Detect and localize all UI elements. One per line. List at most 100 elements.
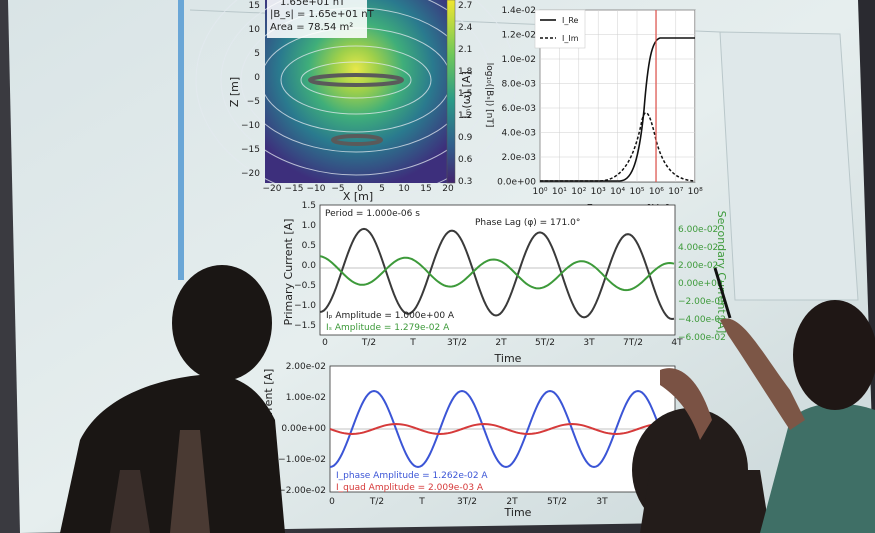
freq-ytick: 8.0e-03 xyxy=(501,80,536,90)
person-left-silhouette xyxy=(60,265,285,533)
freq-xtick: 10³ xyxy=(591,187,606,197)
field-ytick: −5 xyxy=(247,97,260,107)
primary-ytick-right: 6.00e-02 xyxy=(678,225,718,235)
primary-xtick: 2T xyxy=(495,338,507,348)
primary-wave xyxy=(319,227,675,321)
secondary-y-ticks: 2.00e-02 1.00e-02 0.00e+00 −1.00e-02 −2.00e-… xyxy=(278,362,326,496)
field-xtick: 15 xyxy=(420,184,431,194)
secondary-xtick: T/2 xyxy=(369,497,384,507)
primary-ytick: 1.0 xyxy=(302,221,317,231)
freq-xtick: 10⁸ xyxy=(688,187,703,197)
secondary-xtick: T xyxy=(418,497,425,507)
primary-xtick: T xyxy=(409,338,416,348)
field-ytick: −15 xyxy=(241,145,260,155)
field-xtick: 5 xyxy=(379,184,385,194)
inphase-amp: I_phase Amplitude = 1.262e-02 A xyxy=(336,471,488,481)
b-line2: |B_s| = 1.65e+01 nT xyxy=(270,9,375,20)
primary-ytick-right: 4.00e-02 xyxy=(678,243,718,253)
primary-xtick: 3T/2 xyxy=(447,338,467,348)
secondary-ytick: −2.00e-02 xyxy=(278,486,326,496)
secondary-ytick: 1.00e-02 xyxy=(286,393,326,403)
re-curve xyxy=(540,37,695,182)
person-middle-silhouette xyxy=(632,368,770,533)
field-ytick: −20 xyxy=(241,169,260,179)
field-ytick: −10 xyxy=(241,121,260,131)
freq-ytick: 6.0e-03 xyxy=(501,104,536,114)
primary-xtick: 5T/2 xyxy=(535,338,555,348)
field-ytick: 15 xyxy=(249,1,260,11)
field-xtick: −20 xyxy=(263,184,282,194)
transmitter-loop xyxy=(308,73,404,87)
secondary-ytick: −1.00e-02 xyxy=(278,455,326,465)
primary-ytick-right: −4.00e-02 xyxy=(678,315,726,325)
right-window-panel xyxy=(719,31,859,301)
primary-ytick-right: −6.00e-02 xyxy=(678,333,726,343)
primary-ylabel: Primary Current [A] xyxy=(282,219,295,326)
field-ytick: 0 xyxy=(254,73,260,83)
freq-xtick: 10² xyxy=(571,187,586,197)
colorbar-label: log₁₀(|Bₛ|) [nT] xyxy=(484,63,494,128)
laser-pointer xyxy=(713,267,732,319)
freq-legend xyxy=(534,9,586,49)
field-xtick: −10 xyxy=(307,184,326,194)
primary-ytick: 0.5 xyxy=(302,241,316,251)
field-map-plot: 1.65e+01 nT |B_s| = 1.65e+01 nT Area = 7… xyxy=(195,0,517,203)
freq-ytick: 1.2e-02 xyxy=(501,31,536,41)
freq-ytick: 4.0e-03 xyxy=(501,129,536,139)
freq-xtick: 10⁵ xyxy=(629,187,644,197)
secondary-xtick: 0 xyxy=(329,497,335,507)
secondary-xtick: 3T xyxy=(596,497,608,507)
freq-xtick: 10¹ xyxy=(552,187,567,197)
field-ylabel: Z [m] xyxy=(228,77,241,107)
field-ytick: 5 xyxy=(254,49,260,59)
primary-ytick-right: 2.00e-02 xyxy=(678,261,718,271)
primary-xtick: 0 xyxy=(322,338,328,348)
person-right-silhouette xyxy=(713,267,875,533)
quad-amp: I_quad Amplitude = 2.009e-03 A xyxy=(336,483,484,493)
primary-ytick: 0.0 xyxy=(302,261,317,271)
primary-current-plot: Period = 1.000e-06 s Phase Lag (φ) = 171… xyxy=(282,201,728,365)
secondary-ytick: 0.00e+00 xyxy=(281,424,326,434)
secondary-xtick: 5T/2 xyxy=(547,497,567,507)
colorbar-tick: 0.9 xyxy=(458,133,473,143)
field-xtick: 20 xyxy=(442,184,454,194)
window-frame xyxy=(178,0,184,280)
freq-ytick: 1.0e-02 xyxy=(501,55,536,65)
primary-y-right-ticks: 6.00e-02 4.00e-02 2.00e-02 0.00e+00 −2.00e-0… xyxy=(678,225,726,343)
secondary-xtick: 3T/2 xyxy=(457,497,477,507)
field-xlabel: X [m] xyxy=(343,190,373,203)
colorbar-ticks: 2.7 2.4 2.1 1.8 1.5 1.2 0.9 0.6 0.3 xyxy=(458,1,473,187)
primary-amp: Iₚ Amplitude = 1.000e+00 A xyxy=(326,311,455,321)
primary-xtick: 4T xyxy=(671,338,683,348)
primary-ytick: −0.5 xyxy=(294,281,316,291)
secondary-xtick: 2T xyxy=(506,497,518,507)
field-xtick: −5 xyxy=(331,184,344,194)
secondary-xlabel: Time xyxy=(504,506,532,519)
freq-ytick: 1.4e-02 xyxy=(501,6,536,16)
secondary-x-ticks: 0 T/2 T 3T/2 2T 5T/2 3T xyxy=(329,497,608,507)
primary-xtick: 7T/2 xyxy=(623,338,643,348)
colorbar-tick: 0.6 xyxy=(458,155,473,165)
phase-lag-label: Phase Lag (φ) = 171.0° xyxy=(475,218,580,228)
primary-ytick-right: −2.00e-02 xyxy=(678,297,726,307)
primary-y-ticks: 1.5 1.0 0.5 0.0 −0.5 −1.0 −1.5 xyxy=(294,201,316,331)
colorbar-tick: 1.5 xyxy=(458,89,472,99)
colorbar-tick: 1.8 xyxy=(458,67,473,77)
primary-xlabel: Time xyxy=(494,352,522,365)
colorbar-tick: 0.3 xyxy=(458,177,472,187)
colorbar-tick: 2.4 xyxy=(458,23,473,33)
colorbar-tick: 2.1 xyxy=(458,45,472,55)
primary-ytick: −1.0 xyxy=(294,301,316,311)
freq-x-ticks: 10⁰ 10¹ 10² 10³ 10⁴ 10⁵ 10⁶ 10⁷ 10⁸ xyxy=(532,187,703,197)
primary-ytick: −1.5 xyxy=(294,321,316,331)
b-line1: 1.65e+01 nT xyxy=(280,0,346,8)
field-ytick: 10 xyxy=(249,25,261,35)
field-xtick: −15 xyxy=(285,184,304,194)
colorbar-tick: 1.2 xyxy=(458,111,472,121)
field-xtick: 10 xyxy=(398,184,410,194)
freq-xtick: 10⁷ xyxy=(668,187,683,197)
secondary-ytick: 2.00e-02 xyxy=(286,362,326,372)
field-info-box xyxy=(267,0,367,38)
colorbar: 2.7 2.4 2.1 1.8 1.5 1.2 0.9 0.6 0.3 log₁₀(|Bₛ|) … xyxy=(446,0,494,187)
